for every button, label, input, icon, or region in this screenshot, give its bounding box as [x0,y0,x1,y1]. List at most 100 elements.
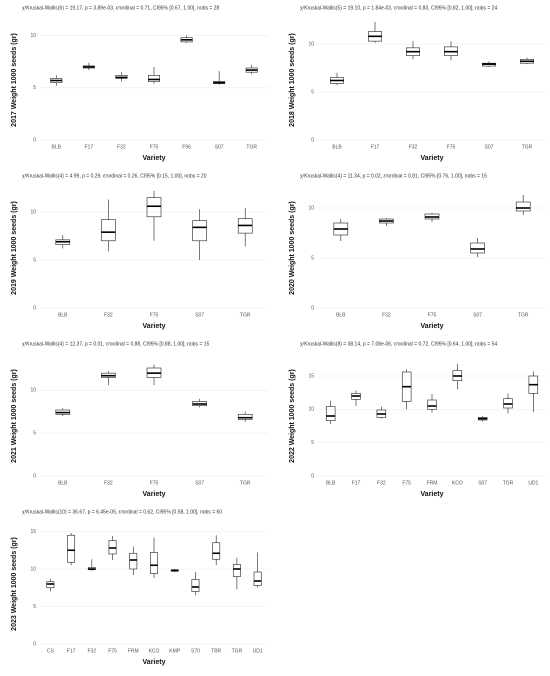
y-tick-label: 10 [308,407,314,413]
box [470,242,485,254]
y-tick-label: 10 [308,41,314,47]
x-tick-label: TGR [246,144,257,150]
x-tick-label: BLB [326,480,336,486]
y-tick-label: 0 [33,641,36,647]
x-tick-label: F75 [150,144,159,150]
subtitle: χ²Kruskal-Wallis(4) = 12.37, p = 0.01, ε… [22,341,209,347]
x-tick-label: F32 [377,480,386,486]
x-tick-label: F17 [85,144,94,150]
y-tick-label: 15 [308,373,314,379]
x-tick-label: UD1 [528,480,538,486]
y-tick-label: 10 [308,205,314,211]
x-tick-label: F17 [352,480,361,486]
box [191,579,200,592]
y-axis-title: 2023 Weight 1000 seeds (gr) [11,537,18,631]
box [101,219,116,242]
x-tick-label: F32 [104,480,113,486]
x-tick-label: F32 [88,648,97,654]
x-tick-label: KCO [452,480,463,486]
box [325,406,336,421]
x-tick-label: F75 [108,648,117,654]
subtitle: χ²Kruskal-Wallis(8) = 38.14, p = 7.08e-0… [300,341,497,347]
x-tick-label: TGR [522,144,533,150]
x-tick-label: KCO [149,648,160,654]
x-tick-label: S70 [191,648,200,654]
x-tick-label: TGR [518,312,529,318]
x-tick-label: CS [47,648,55,654]
subtitle: χ²Kruskal-Wallis(4) = 4.99, p = 0.29, ε²… [22,173,207,179]
x-tick-label: TGR [240,312,251,318]
y-tick-label: 0 [33,305,36,311]
box [129,552,138,570]
box [146,197,162,218]
x-axis-title: Variety [143,155,166,162]
x-axis-title: Variety [143,659,166,666]
y-tick-label: 10 [30,388,36,394]
subtitle: χ²Kruskal-Wallis(4) = 11.34, p = 0.02, ε… [300,173,487,179]
box [148,75,161,82]
x-tick-label: F75 [447,144,456,150]
x-tick-label: KMP [169,648,181,654]
y-tick-label: 0 [33,473,36,479]
x-tick-label: F32 [409,144,418,150]
subtitle: χ²Kruskal-Wallis(5) = 19.10, p = 1.84e-0… [300,5,497,11]
box [237,413,253,420]
y-tick-label: 10 [30,209,36,215]
y-tick-label: 5 [311,255,314,261]
y-tick-label: 5 [311,89,314,95]
subtitle: χ²Kruskal-Wallis(6) = 19.17, p = 3.89e-0… [22,5,219,11]
x-tick-label: BLB [332,144,342,150]
y-tick-label: 10 [30,33,36,39]
x-tick-label: F75 [402,480,411,486]
box [427,399,437,410]
x-tick-label: BLB [52,144,62,150]
y-tick-label: 5 [33,257,36,263]
y-tick-label: 0 [311,137,314,143]
x-tick-label: BLB [58,480,68,486]
x-axis-title: Variety [421,155,444,162]
x-tick-label: S07 [215,144,224,150]
x-tick-label: TGR [240,480,251,486]
box [150,552,158,574]
x-tick-label: F75 [150,480,159,486]
x-tick-label: S07 [485,144,494,150]
y-axis-title: 2019 Weight 1000 seeds (gr) [11,201,18,295]
y-tick-label: 5 [33,430,36,436]
y-axis-title: 2022 Weight 1000 seeds (gr) [289,369,296,463]
x-tick-label: S07 [478,480,487,486]
x-axis-title: Variety [143,323,166,330]
x-tick-label: F75 [428,312,437,318]
box [515,201,531,212]
x-tick-label: FRM [128,648,139,654]
x-tick-label: S07 [195,312,204,318]
x-tick-label: F96 [182,144,191,150]
x-tick-label: F75 [150,312,159,318]
y-tick-label: 0 [311,305,314,311]
x-tick-label: F32 [104,312,113,318]
y-axis-title: 2021 Weight 1000 seeds (gr) [11,369,18,463]
y-tick-label: 15 [30,529,36,535]
box [67,534,76,563]
x-tick-label: BLB [336,312,346,318]
y-tick-label: 5 [33,85,36,91]
subtitle: χ²Kruskal-Wallis(10) = 36.67, p = 6.45e-… [22,509,222,515]
y-tick-label: 0 [311,473,314,479]
x-tick-label: BLB [58,312,68,318]
x-tick-label: F17 [371,144,380,150]
x-tick-label: S07 [195,480,204,486]
box [212,542,221,560]
y-tick-label: 5 [33,604,36,610]
x-tick-label: F32 [117,144,126,150]
y-axis-title: 2018 Weight 1000 seeds (gr) [289,33,296,127]
x-tick-label: S07 [473,312,482,318]
x-tick-label: F32 [382,312,391,318]
x-axis-title: Variety [143,491,166,498]
x-axis-title: Variety [421,491,444,498]
y-axis-title: 2020 Weight 1000 seeds (gr) [289,201,296,295]
x-axis-title: Variety [421,323,444,330]
y-axis-title: 2017 Weight 1000 seeds (gr) [11,33,18,127]
x-tick-label: TBR [211,648,221,654]
y-tick-label: 5 [311,440,314,446]
box [253,571,262,586]
